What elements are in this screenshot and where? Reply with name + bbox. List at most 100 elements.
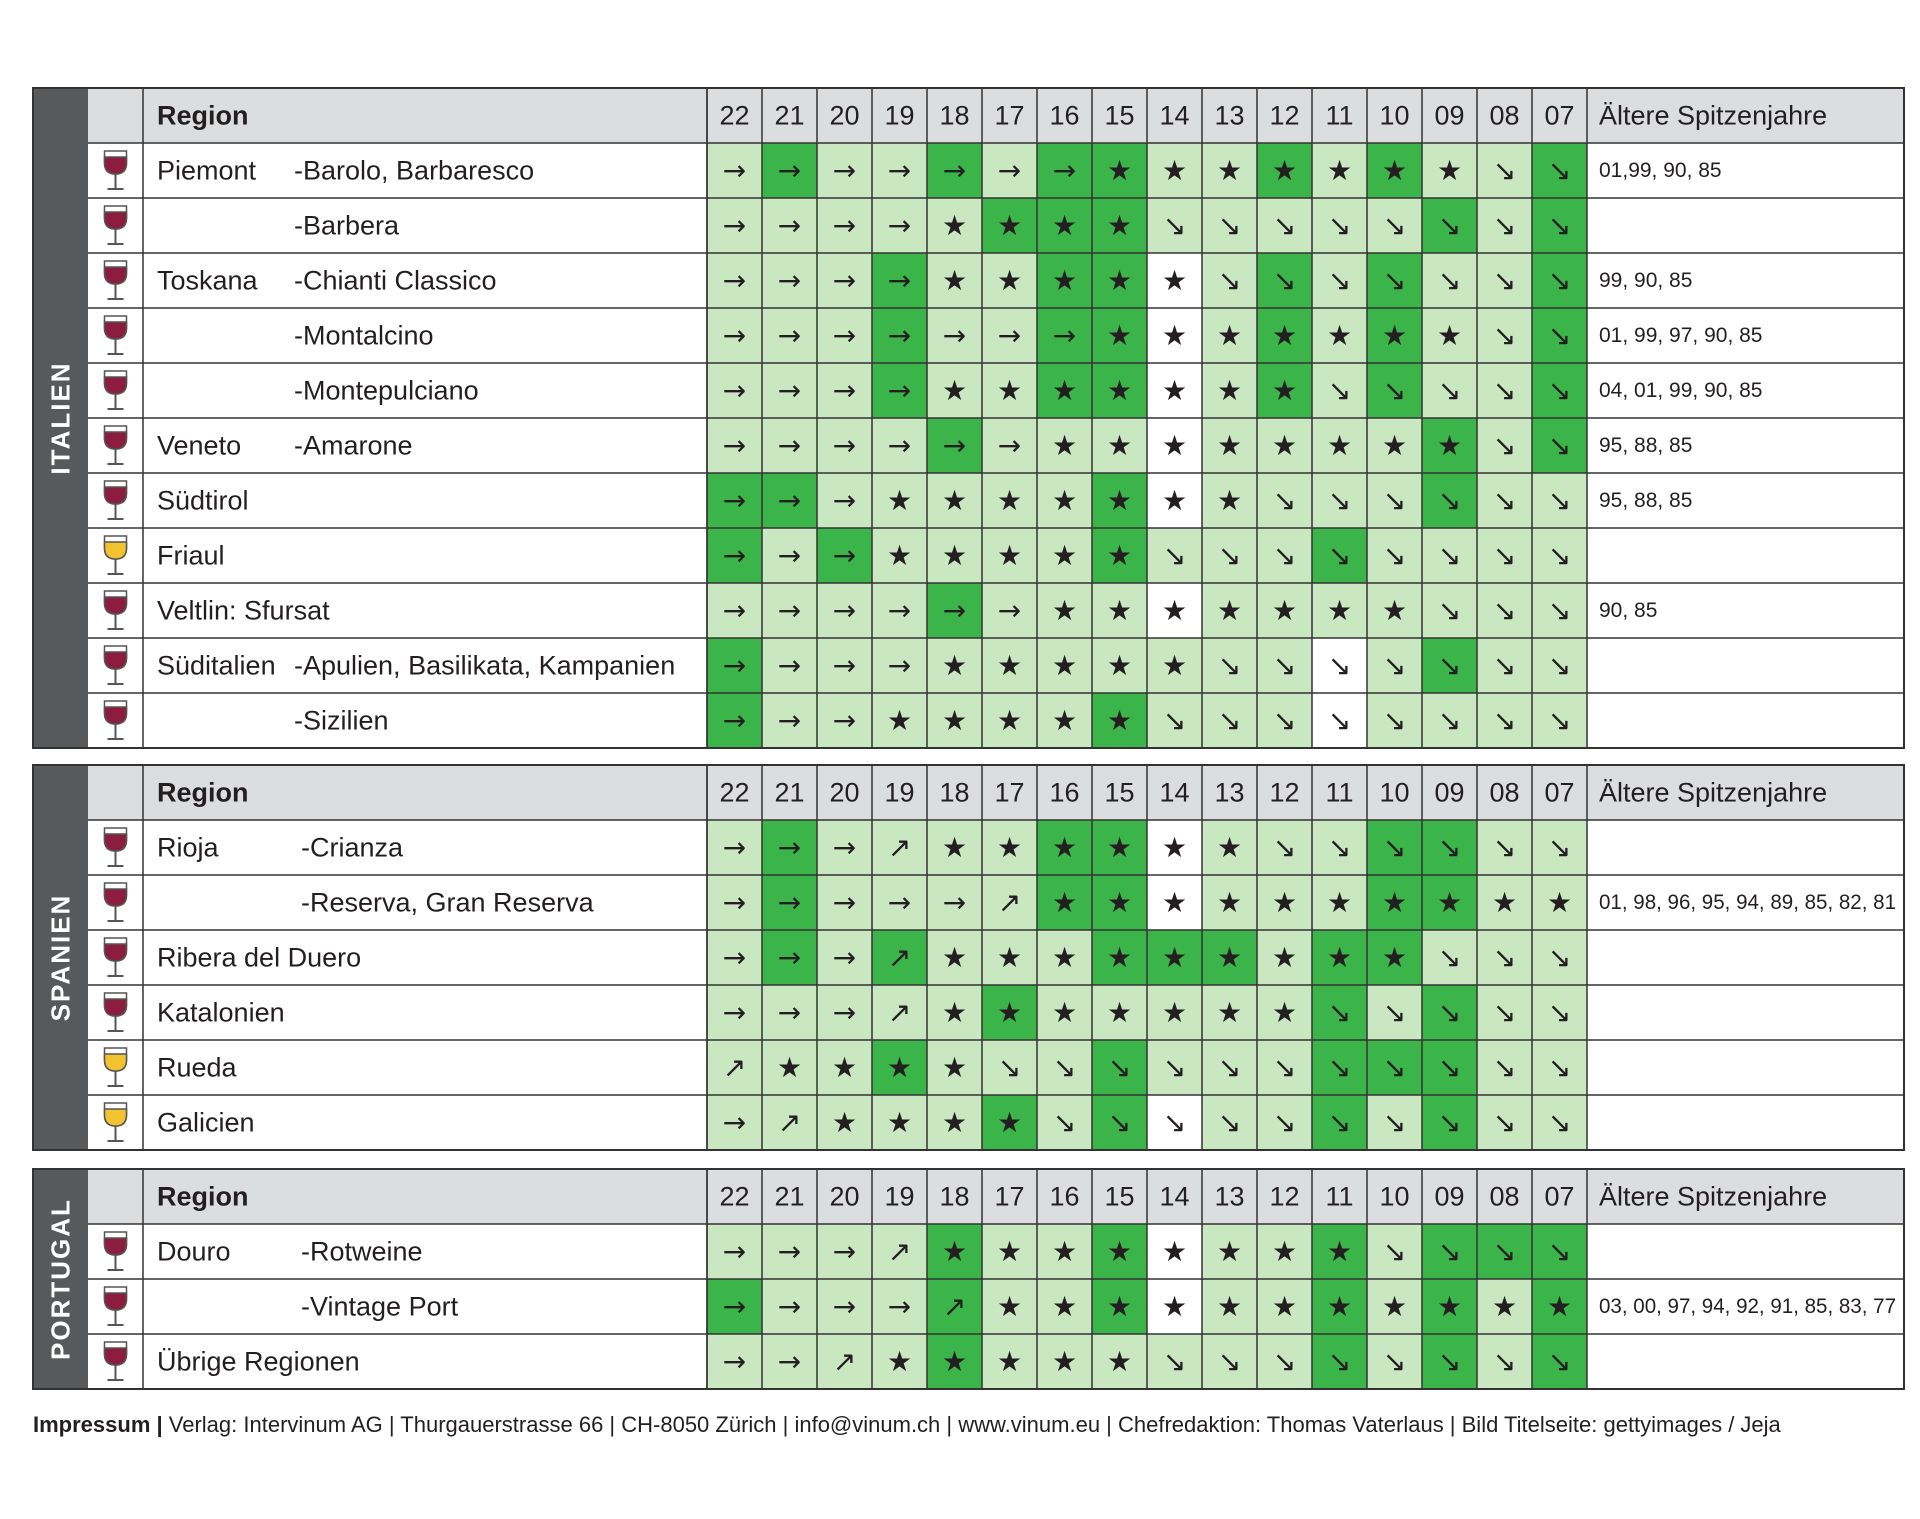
rating-cell — [1422, 1279, 1477, 1334]
rating-symbol: ★ — [1437, 319, 1462, 352]
rating-cell — [1532, 1334, 1587, 1389]
rating-symbol: ★ — [1217, 996, 1242, 1029]
rating-symbol: ↘ — [1383, 831, 1406, 864]
rating-symbol: ★ — [1492, 1290, 1517, 1323]
rating-symbol: ★ — [1107, 374, 1132, 407]
rating-cell — [1422, 1040, 1477, 1095]
rating-cell — [1202, 820, 1257, 875]
rating-symbol: ★ — [1217, 429, 1242, 462]
rating-cell — [1147, 930, 1202, 985]
rating-cell — [1477, 930, 1532, 985]
rating-symbol: ★ — [1052, 1290, 1077, 1323]
header-year: 16 — [1049, 1182, 1079, 1212]
header-year: 07 — [1544, 778, 1574, 808]
rating-symbol: ↘ — [1218, 649, 1241, 682]
rating-cell — [1367, 1040, 1422, 1095]
rating-cell — [1202, 473, 1257, 528]
rating-cell — [982, 143, 1037, 198]
rating-cell — [817, 820, 872, 875]
rating-symbol: ★ — [1327, 154, 1352, 187]
rating-cell — [1367, 638, 1422, 693]
rating-symbol: ★ — [1272, 374, 1297, 407]
rating-cell — [1532, 693, 1587, 748]
rating-cell — [1312, 418, 1367, 473]
rating-symbol: ↘ — [1163, 539, 1186, 572]
rating-symbol: ↘ — [1218, 539, 1241, 572]
header-bg — [88, 765, 1904, 820]
rating-cell — [707, 528, 762, 583]
rating-cell — [927, 985, 982, 1040]
rating-cell — [1257, 1279, 1312, 1334]
subregion: -Barolo, Barbaresco — [294, 156, 534, 186]
rating-symbol: ↘ — [1383, 209, 1406, 242]
rating-symbol: → — [833, 539, 856, 572]
rating-cell — [1037, 363, 1092, 418]
rating-cell — [927, 528, 982, 583]
wine-icon — [103, 833, 128, 852]
rating-symbol: ★ — [942, 1345, 967, 1378]
rating-cell — [872, 363, 927, 418]
rating-symbol: → — [778, 996, 801, 1029]
rating-symbol: ↘ — [1163, 1345, 1186, 1378]
rating-symbol: ↘ — [1273, 264, 1296, 297]
subregion: -Amarone — [294, 431, 413, 461]
country-band — [33, 765, 88, 1150]
rating-cell — [1312, 1095, 1367, 1150]
rating-cell — [1532, 930, 1587, 985]
rating-symbol: ★ — [1162, 649, 1187, 682]
rating-cell — [1092, 253, 1147, 308]
rating-cell — [1532, 308, 1587, 363]
rating-symbol: ★ — [1107, 886, 1132, 919]
rating-cell — [1092, 638, 1147, 693]
rating-cell — [1202, 638, 1257, 693]
subregion: -Chianti Classico — [294, 266, 497, 296]
rating-cell — [1477, 1095, 1532, 1150]
rating-symbol: ★ — [1217, 1290, 1242, 1323]
rating-cell — [1367, 1279, 1422, 1334]
rating-cell — [1257, 528, 1312, 583]
rating-cell — [1092, 1040, 1147, 1095]
rating-cell — [1477, 985, 1532, 1040]
rating-cell — [817, 528, 872, 583]
rating-cell — [1037, 198, 1092, 253]
header-year: 09 — [1434, 101, 1464, 131]
rating-symbol: ★ — [1107, 209, 1132, 242]
rating-cell — [1092, 1334, 1147, 1389]
rating-cell — [1147, 528, 1202, 583]
rating-cell — [1147, 1224, 1202, 1279]
rating-cell — [872, 473, 927, 528]
rating-symbol: ★ — [1382, 594, 1407, 627]
rating-cell — [1312, 198, 1367, 253]
rating-cell — [872, 693, 927, 748]
rating-symbol: ↗ — [778, 1106, 801, 1139]
rating-symbol: ↘ — [1493, 594, 1516, 627]
rating-cell — [762, 418, 817, 473]
rating-symbol: ★ — [997, 831, 1022, 864]
rating-cell — [1202, 985, 1257, 1040]
rating-cell — [872, 418, 927, 473]
rating-symbol: ★ — [1382, 154, 1407, 187]
rating-symbol: ↘ — [1493, 429, 1516, 462]
rating-cell — [1532, 418, 1587, 473]
rating-cell — [1092, 143, 1147, 198]
rating-cell — [1367, 418, 1422, 473]
rating-symbol: ↘ — [1438, 594, 1461, 627]
rating-symbol: ↘ — [1548, 1051, 1571, 1084]
rating-cell — [1202, 198, 1257, 253]
rating-symbol: ↗ — [943, 1290, 966, 1323]
rating-symbol: → — [723, 154, 746, 187]
header-year: 10 — [1379, 778, 1409, 808]
rating-cell — [1257, 418, 1312, 473]
rating-cell — [1312, 583, 1367, 638]
rating-symbol: ↘ — [1218, 264, 1241, 297]
wine-icon — [103, 156, 128, 175]
rating-cell — [1147, 143, 1202, 198]
rating-symbol: ★ — [1052, 996, 1077, 1029]
rating-symbol: ★ — [1217, 319, 1242, 352]
rating-symbol: ★ — [1107, 1290, 1132, 1323]
rating-cell — [1312, 253, 1367, 308]
rating-cell — [982, 930, 1037, 985]
rating-symbol: → — [778, 154, 801, 187]
rating-cell — [1532, 528, 1587, 583]
rating-cell — [1532, 198, 1587, 253]
